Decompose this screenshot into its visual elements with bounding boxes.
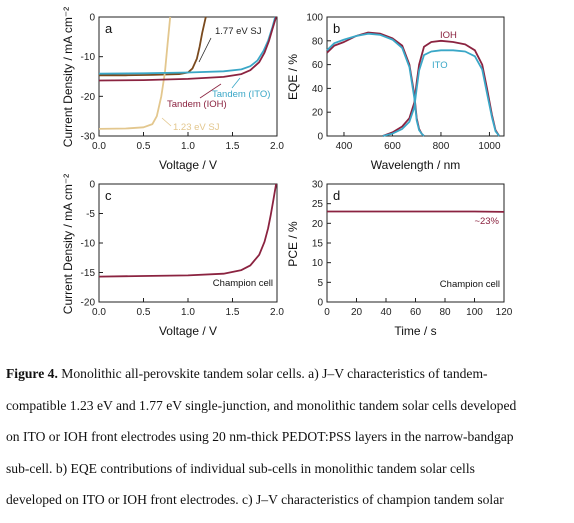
y-tick-label-d: 20 [312, 219, 324, 230]
x-tick-label-a: 1.5 [226, 141, 240, 152]
x-axis-label-c: Voltage / V [159, 324, 217, 338]
annotation-b: IOH [440, 30, 457, 41]
x-axis-label-b: Wavelength / nm [371, 158, 461, 172]
annotation-leader-a [198, 37, 212, 63]
caption-label: Figure 4. [6, 366, 58, 381]
y-tick-label-b: 80 [312, 36, 324, 47]
y-tick-label-b: 60 [312, 60, 324, 71]
y-axis-label-a: Current Density / mA cm⁻² [61, 7, 75, 147]
series-line-b-2 [326, 32, 425, 137]
y-tick-label-c: -10 [81, 239, 96, 250]
y-tick-label-d: 5 [317, 278, 323, 289]
y-tick-label-c: -15 [81, 268, 96, 279]
annotation-b: ITO [432, 60, 448, 71]
y-tick-label-c: 0 [89, 180, 95, 191]
annotation-c: Champion cell [213, 278, 273, 289]
y-axis-label-c: Current Density / mA cm⁻² [61, 174, 75, 314]
x-tick-label-b: 400 [336, 141, 353, 152]
y-tick-label-d: 30 [312, 180, 324, 191]
y-tick-label-b: 40 [312, 84, 324, 95]
x-tick-label-b: 600 [384, 141, 401, 152]
x-tick-label-c: 0.0 [92, 307, 106, 318]
annotation-d: Champion cell [440, 279, 500, 290]
y-tick-label-d: 0 [317, 298, 323, 309]
series-line-b-3 [382, 49, 500, 137]
x-tick-label-d: 20 [351, 307, 363, 318]
x-tick-label-c: 1.0 [181, 307, 195, 318]
y-tick-label-c: -20 [81, 298, 96, 309]
figure-4: a 0.0 0.5 1.0 1.5 2.0 0 -10 -20 -30 Voltage / V Cur… [61, 7, 513, 338]
x-tick-label-d: 120 [496, 307, 513, 318]
annotation-leader-a [199, 83, 222, 99]
series-line-a-3 [98, 16, 277, 82]
caption-line-2: compatible 1.23 eV and 1.77 eV single-ju… [6, 397, 517, 413]
annotation-leader-a [161, 117, 172, 127]
y-tick-label-a: -30 [81, 132, 96, 143]
y-tick-label-c: -5 [86, 209, 95, 220]
x-tick-label-d: 60 [410, 307, 422, 318]
panel-letter-b: b [333, 21, 340, 36]
plot-frame-b [326, 16, 505, 137]
x-tick-label-a: 2.0 [270, 141, 284, 152]
x-tick-label-d: 80 [439, 307, 451, 318]
x-axis-label-d: Time / s [394, 324, 436, 338]
y-tick-label-a: 0 [89, 13, 95, 24]
caption-line-1: Figure 4. Monolithic all-perovskite tand… [6, 358, 568, 390]
annotation-d: ~23% [474, 216, 499, 227]
y-tick-label-d: 25 [312, 199, 324, 210]
figure-caption: Figure 4. Monolithic all-perovskite tand… [6, 358, 568, 516]
x-tick-label-d: 100 [466, 307, 483, 318]
annotation-a: 1.77 eV SJ [215, 26, 262, 37]
y-axis-label-d: PCE / % [286, 221, 300, 267]
x-tick-label-b: 1000 [478, 141, 501, 152]
x-tick-label-d: 40 [380, 307, 392, 318]
x-tick-label-b: 800 [433, 141, 450, 152]
caption-text-1: Monolithic all-perovskite tandem solar c… [61, 366, 488, 381]
x-tick-label-a: 0.0 [92, 141, 106, 152]
series-line-c-0 [98, 183, 277, 278]
y-tick-label-a: -10 [81, 52, 96, 63]
panel-letter-c: c [105, 188, 112, 203]
x-tick-label-a: 1.0 [181, 141, 195, 152]
x-tick-label-a: 0.5 [137, 141, 151, 152]
caption-line-5: developed on ITO or IOH front electrodes… [6, 492, 504, 508]
y-axis-label-b: EQE / % [286, 54, 300, 100]
y-tick-label-b: 100 [306, 13, 323, 24]
y-tick-label-b: 0 [317, 132, 323, 143]
annotation-a: Tandem (IOH) [167, 99, 227, 110]
annotation-a: Tandem (ITO) [212, 89, 270, 100]
series-line-a-1 [98, 16, 172, 130]
x-tick-label-c: 0.5 [137, 307, 151, 318]
panel-letter-a: a [105, 21, 113, 36]
x-tick-label-c: 1.5 [226, 307, 240, 318]
y-tick-label-d: 15 [312, 239, 324, 250]
caption-line-3: on ITO or IOH front electrodes using 20 … [6, 429, 514, 445]
x-axis-label-a: Voltage / V [159, 158, 217, 172]
y-tick-label-d: 10 [312, 258, 324, 269]
y-tick-label-a: -20 [81, 92, 96, 103]
x-tick-label-d: 0 [324, 307, 330, 318]
x-tick-label-c: 2.0 [270, 307, 284, 318]
annotation-a: 1.23 eV SJ [173, 122, 220, 133]
series-line-b-1 [382, 39, 500, 137]
panel-letter-d: d [333, 188, 340, 203]
caption-line-4: sub-cell. b) EQE contributions of indivi… [6, 460, 475, 476]
series-line-a-0 [99, 16, 207, 77]
y-tick-label-b: 20 [312, 108, 324, 119]
annotation-leader-a [231, 77, 241, 89]
